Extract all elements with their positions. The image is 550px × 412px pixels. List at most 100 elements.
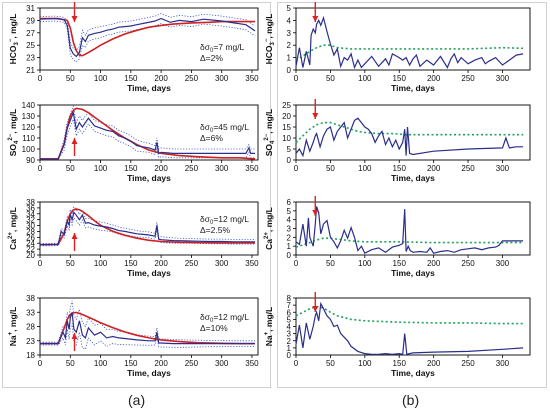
x-axis-label: Time, days bbox=[127, 268, 171, 278]
annotation-sigma: δσ0=7 mg/L bbox=[200, 42, 245, 54]
y-tick-label: 1 bbox=[287, 344, 292, 353]
x-tick-label: 250 bbox=[185, 164, 199, 173]
y-tick-label: 28 bbox=[26, 227, 35, 236]
y-tick-label: 30 bbox=[26, 222, 35, 231]
x-tick-label: 50 bbox=[326, 74, 335, 83]
measured-line bbox=[295, 117, 524, 158]
x-tick-label: 350 bbox=[245, 259, 259, 268]
x-tick-label: 300 bbox=[215, 74, 229, 83]
x-axis-label: Time, days bbox=[391, 268, 435, 278]
chart-4: 0 50 100 150 200 250 300 350 Time, days 18 23 28 33 3… bbox=[8, 294, 259, 378]
y-tick-label: 3 bbox=[287, 29, 292, 38]
x-tick-label: 350 bbox=[245, 164, 259, 173]
panel-label-a: (a) bbox=[128, 392, 146, 408]
y-tick-label: 22 bbox=[26, 245, 35, 254]
annotation-sub: 0 bbox=[210, 220, 214, 226]
y-tick-label: 140 bbox=[22, 101, 36, 110]
x-tick-label: 350 bbox=[245, 359, 259, 368]
x-tick-label: 200 bbox=[427, 359, 441, 368]
x-tick-label: 100 bbox=[94, 359, 108, 368]
model-line bbox=[40, 311, 255, 345]
x-tick-label: 200 bbox=[427, 74, 441, 83]
y-tick-label: 38 bbox=[26, 294, 35, 303]
error-line bbox=[295, 305, 524, 325]
y-axis-label: Ca2+, mg/L bbox=[8, 207, 18, 250]
y-axis-label-base: HCO bbox=[264, 45, 274, 64]
y-tick-label: 25 bbox=[26, 41, 35, 50]
y-tick-label: 2 bbox=[287, 41, 292, 50]
y-tick-label: 5 bbox=[287, 4, 292, 13]
y-tick-label: 0 bbox=[287, 351, 292, 360]
annotation-value: =7 mg/L bbox=[213, 42, 244, 52]
arrow-head bbox=[312, 306, 319, 312]
x-tick-label: 200 bbox=[154, 164, 168, 173]
model-line bbox=[40, 107, 256, 160]
model-line bbox=[40, 17, 255, 57]
y-tick-label: 4 bbox=[287, 216, 292, 225]
x-tick-label: 250 bbox=[185, 259, 199, 268]
y-tick-label: 27 bbox=[26, 29, 35, 38]
y-axis-label-base: SO bbox=[8, 144, 18, 157]
y-tick-label: 23 bbox=[26, 337, 35, 346]
error-line bbox=[295, 237, 524, 248]
y-tick-label: 38 bbox=[26, 198, 35, 207]
envelope-line bbox=[40, 323, 255, 350]
model-line bbox=[39, 208, 255, 246]
x-tick-label: 150 bbox=[124, 359, 138, 368]
annotation-value: =12 mg/L bbox=[213, 214, 249, 224]
y-tick-label: 0 bbox=[287, 251, 292, 260]
envelope-line bbox=[40, 300, 255, 343]
y-axis-label-sup: 2+ bbox=[264, 232, 270, 239]
x-tick-label: 300 bbox=[215, 359, 229, 368]
y-tick-label: 130 bbox=[22, 112, 36, 121]
x-tick-label: 100 bbox=[358, 359, 372, 368]
panel-label-b: (b) bbox=[402, 392, 420, 408]
arrow-head bbox=[312, 113, 319, 119]
y-axis-label-sup: − bbox=[8, 38, 14, 42]
x-tick-label: 100 bbox=[358, 74, 372, 83]
y-tick-label: 2 bbox=[287, 337, 292, 346]
plot-area bbox=[39, 104, 259, 161]
measured-line bbox=[39, 17, 256, 58]
x-tick-label: 300 bbox=[496, 164, 510, 173]
chart-2: 0 50 100 150 200 250 300 350 Time, days 90 100 110 1… bbox=[8, 101, 259, 183]
arrow-head bbox=[71, 138, 78, 144]
arrow-head bbox=[312, 210, 319, 216]
annotation-delta: Δ=2.5% bbox=[200, 225, 230, 235]
x-tick-label: 100 bbox=[94, 164, 108, 173]
y-axis-label-sup: 2+ bbox=[8, 232, 14, 239]
x-tick-label: 150 bbox=[393, 259, 407, 268]
y-axis-label: HCO3−, mg/L bbox=[264, 14, 276, 65]
x-tick-label: 300 bbox=[215, 164, 229, 173]
x-tick-label: 350 bbox=[245, 74, 259, 83]
x-tick-label: 0 bbox=[294, 259, 299, 268]
x-tick-label: 300 bbox=[496, 259, 510, 268]
y-tick-label: 34 bbox=[26, 210, 35, 219]
annotation-value: =45 mg/L bbox=[213, 122, 249, 132]
x-tick-label: 100 bbox=[94, 259, 108, 268]
chart-1: 0 50 100 150 200 250 300 350 Time, days 21 23 25 27 2… bbox=[8, 2, 259, 93]
x-tick-label: 300 bbox=[496, 74, 510, 83]
y-tick-label: 33 bbox=[26, 308, 35, 317]
panel-a-frame bbox=[2, 2, 271, 388]
annotation-delta: Δ=2% bbox=[200, 53, 223, 63]
x-axis-label: Time, days bbox=[127, 83, 171, 93]
envelope-line bbox=[40, 104, 255, 160]
y-tick-label: 110 bbox=[22, 134, 35, 143]
x-axis-label: Time, days bbox=[391, 83, 435, 93]
y-axis-label-sup: + bbox=[8, 331, 14, 335]
x-tick-label: 200 bbox=[427, 259, 441, 268]
annotation-delta-sigma: δσ bbox=[200, 122, 211, 132]
y-tick-label: 1 bbox=[287, 242, 292, 251]
y-axis-label-base: HCO bbox=[8, 45, 18, 64]
x-tick-label: 50 bbox=[326, 259, 335, 268]
y-tick-label: 4 bbox=[287, 16, 292, 25]
x-tick-label: 50 bbox=[326, 164, 335, 173]
y-axis-label-unit: , mg/L bbox=[264, 307, 274, 332]
y-tick-label: 24 bbox=[26, 239, 35, 248]
annotation-sigma: δσ0=45 mg/L bbox=[200, 122, 249, 134]
x-tick-label: 250 bbox=[461, 359, 475, 368]
annotation-sigma: δσ0=12 mg/L bbox=[200, 214, 249, 226]
